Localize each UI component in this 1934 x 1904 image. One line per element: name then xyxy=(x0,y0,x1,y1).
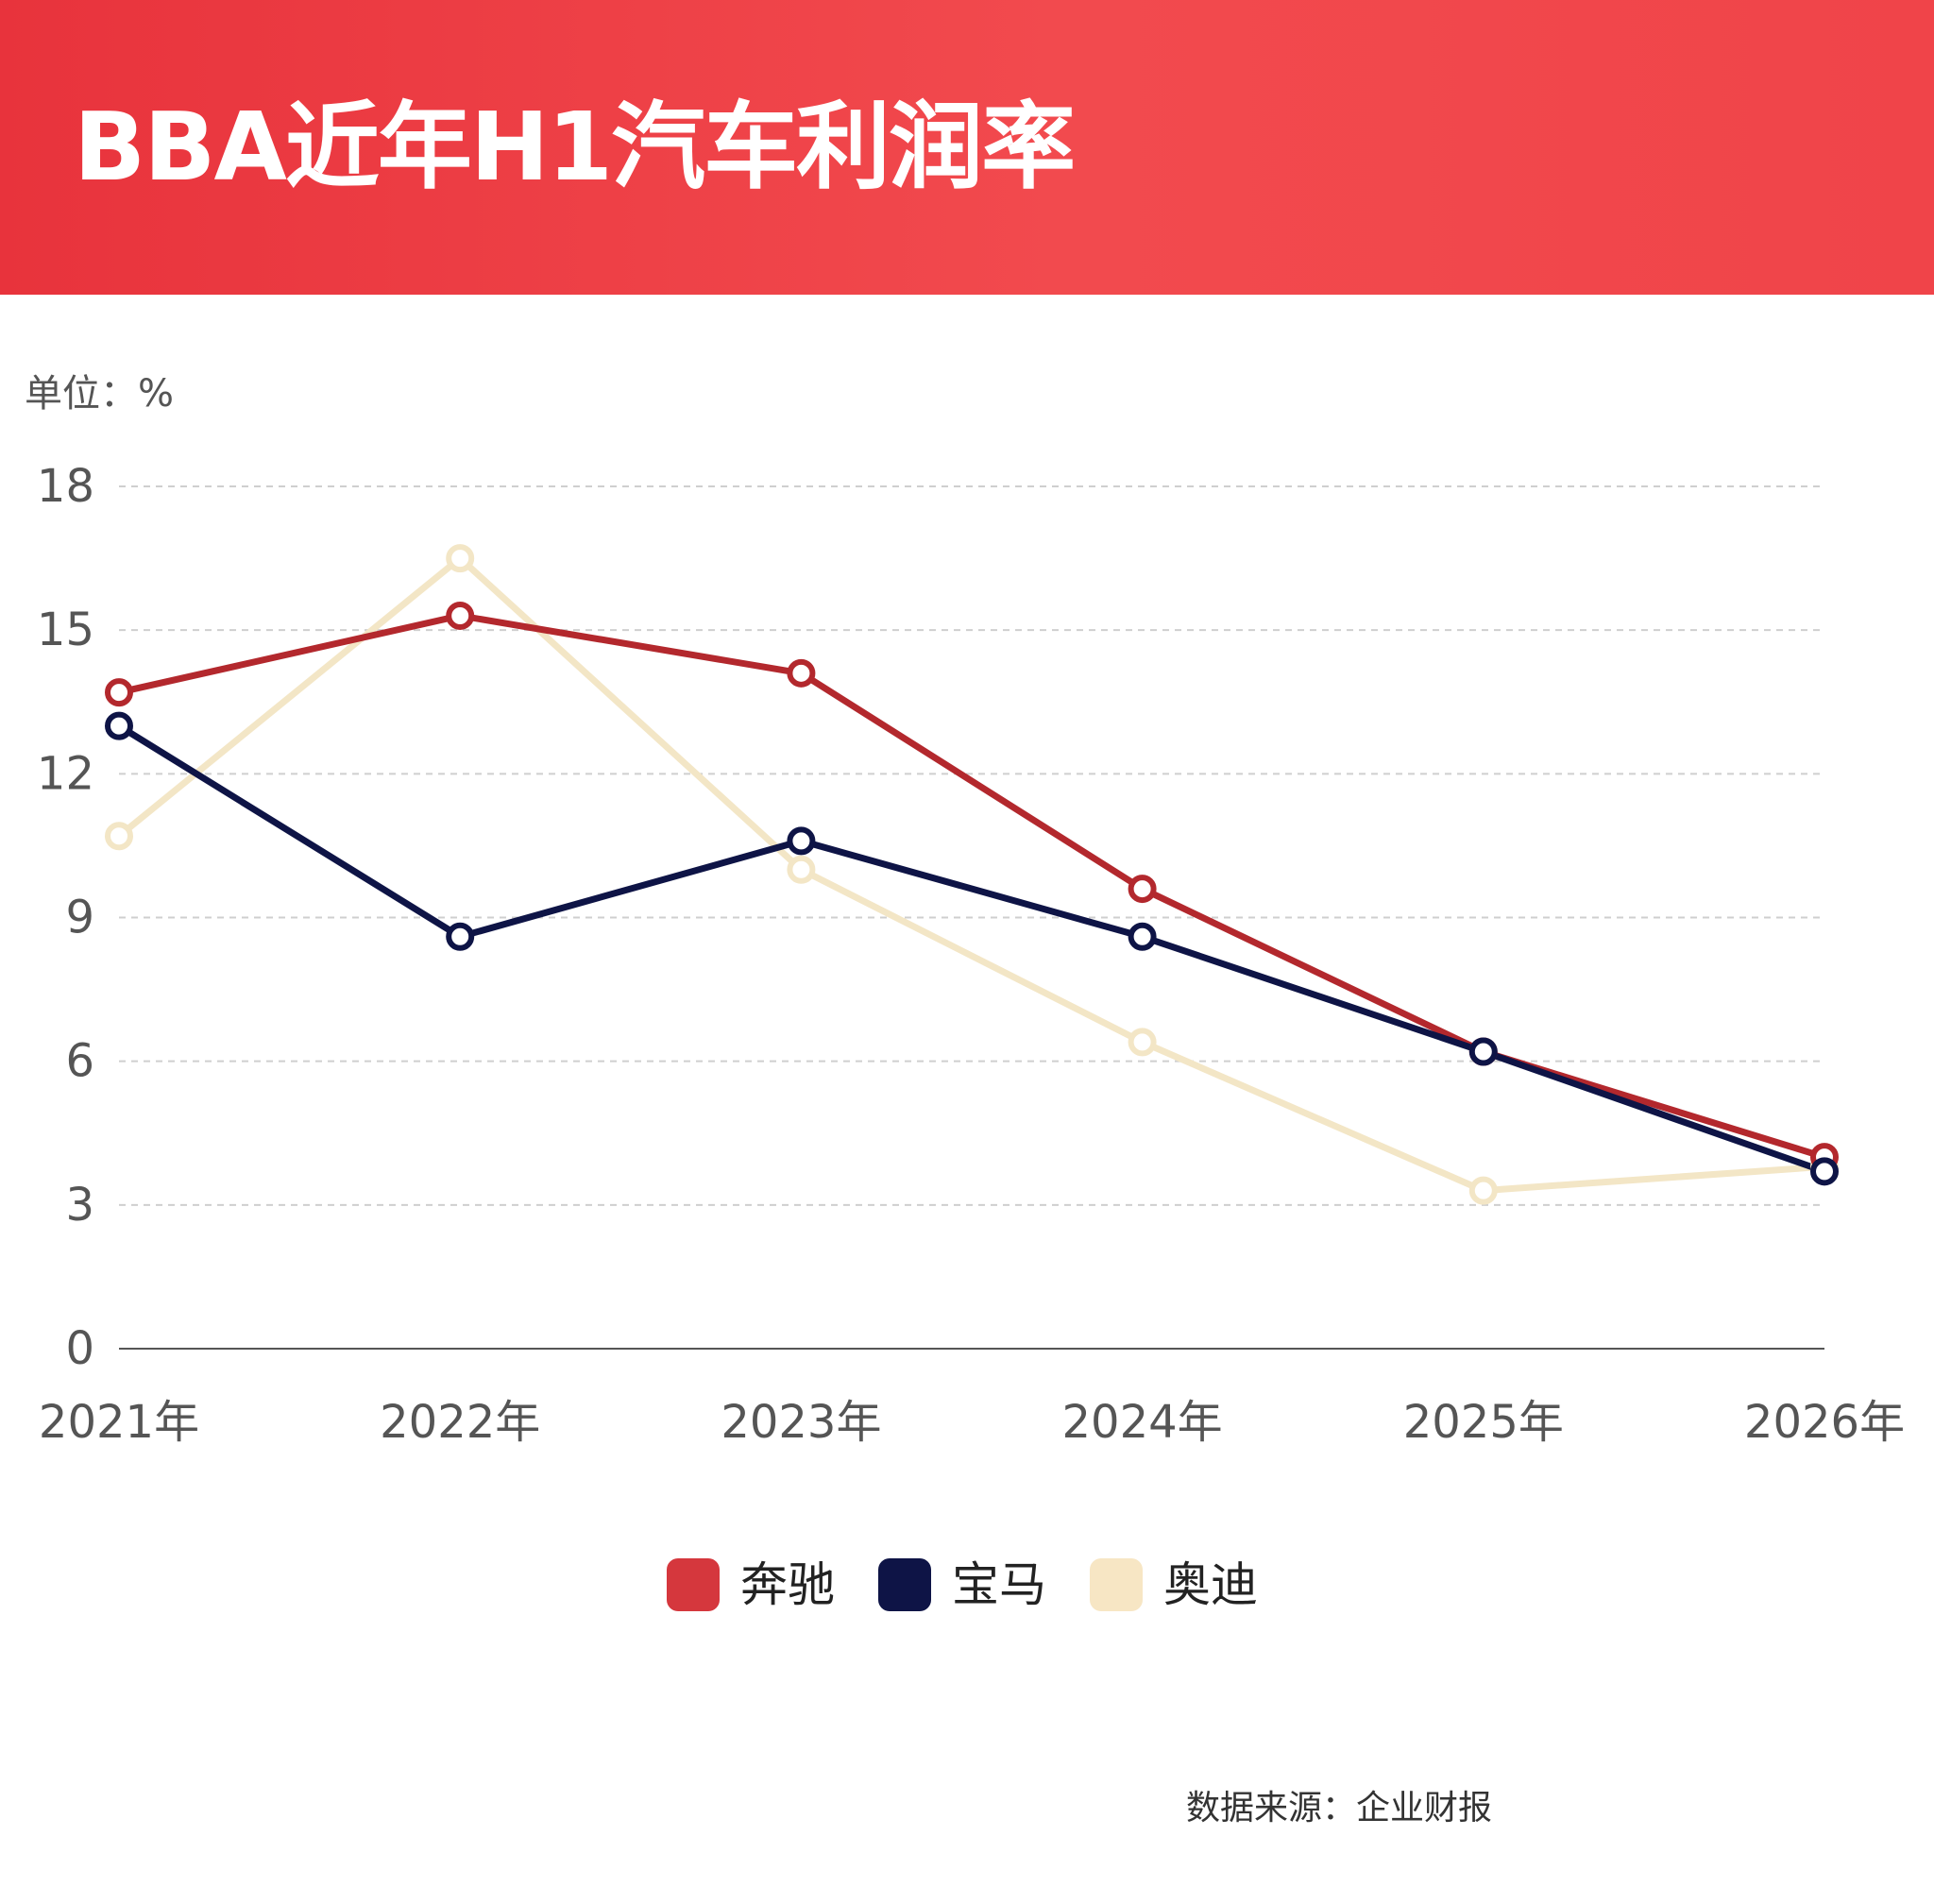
legend-label-benz: 奔驰 xyxy=(740,1557,835,1612)
data-point xyxy=(1128,922,1157,951)
legend-item-bmw: 宝马 xyxy=(878,1556,1046,1613)
data-point xyxy=(105,711,133,740)
data-point xyxy=(105,678,133,707)
data-point xyxy=(105,822,133,851)
y-tick-label: 15 xyxy=(37,604,94,656)
legend-item-audi: 奥迪 xyxy=(1090,1556,1258,1613)
y-tick-label: 0 xyxy=(65,1322,94,1375)
x-tick-label: 2026年 xyxy=(1744,1396,1905,1449)
y-tick-label: 3 xyxy=(65,1179,94,1232)
y-tick-label: 6 xyxy=(65,1035,94,1088)
title-banner xyxy=(0,0,1934,295)
data-point xyxy=(787,826,816,856)
data-point xyxy=(446,922,475,951)
y-tick-label: 12 xyxy=(37,747,94,800)
y-tick-label: 9 xyxy=(65,892,94,944)
data-point xyxy=(1468,1037,1498,1066)
series-line xyxy=(115,554,1828,1195)
x-tick-label: 2024年 xyxy=(1062,1396,1223,1449)
y-tick-label: 18 xyxy=(37,460,94,513)
legend-swatch-audi xyxy=(1090,1558,1143,1611)
x-tick-label: 2025年 xyxy=(1403,1396,1564,1449)
data-point xyxy=(1810,1157,1839,1186)
legend-item-benz: 奔驰 xyxy=(667,1556,835,1613)
x-tick-label: 2023年 xyxy=(721,1396,881,1449)
chart-title: BBA近年H1汽车利润率 xyxy=(74,92,1076,202)
legend: 奔驰 宝马 奥迪 xyxy=(667,1556,1301,1613)
data-point xyxy=(446,601,475,630)
data-point xyxy=(787,658,816,688)
x-tick-label: 2022年 xyxy=(380,1396,540,1449)
data-point xyxy=(787,855,816,884)
data-point xyxy=(446,544,475,573)
data-source-note: 数据来源：企业财报 xyxy=(1186,1789,1493,1828)
legend-swatch-benz xyxy=(667,1558,720,1611)
data-point xyxy=(1128,875,1157,904)
x-tick-label: 2021年 xyxy=(39,1396,199,1449)
data-point xyxy=(1468,1176,1498,1205)
series-line xyxy=(115,722,1828,1175)
data-point xyxy=(1128,1028,1157,1057)
legend-label-bmw: 宝马 xyxy=(952,1557,1046,1612)
legend-swatch-bmw xyxy=(878,1558,931,1611)
legend-label-audi: 奥迪 xyxy=(1163,1557,1258,1612)
unit-label: 单位：% xyxy=(25,372,175,416)
